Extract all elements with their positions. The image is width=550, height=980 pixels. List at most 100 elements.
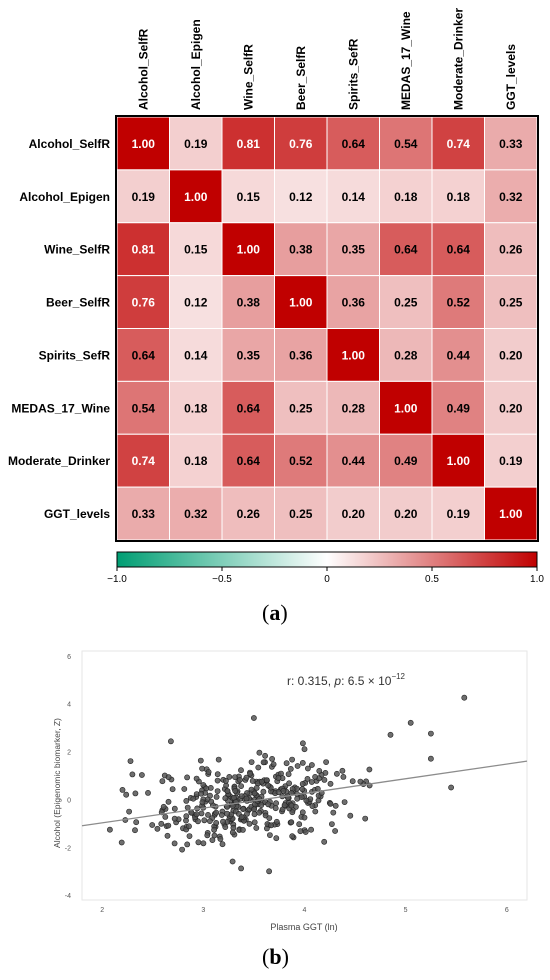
heatmap-value-label: 0.18 (394, 190, 418, 204)
scatter-point (251, 819, 258, 826)
scatter-point (145, 789, 151, 796)
scatter-point (154, 825, 161, 832)
scatter-point (205, 811, 211, 818)
scatter-point (162, 813, 169, 820)
colorbar-tick-label: 1.0 (530, 574, 544, 585)
heatmap-value-label: 1.00 (342, 348, 366, 362)
scatter-point (179, 846, 185, 853)
scatter-point (198, 810, 205, 817)
scatter-point (165, 798, 172, 805)
scatter-point (167, 738, 174, 745)
scatter-point (289, 809, 296, 816)
heatmap-value-label: 0.64 (394, 243, 418, 257)
scatter-point (217, 836, 224, 842)
scatter-point (246, 820, 253, 827)
scatter-point (193, 811, 200, 818)
heatmap-cell (274, 275, 328, 329)
scatter-point (197, 757, 204, 764)
scatter-point (448, 784, 454, 791)
scatter-point (201, 817, 208, 824)
heatmap-cell (484, 380, 538, 435)
scatter-point (198, 790, 204, 797)
scatter-point (332, 828, 338, 834)
heatmap-value-label: 0.52 (289, 454, 313, 468)
heatmap-value-label: 0.18 (184, 454, 208, 468)
x-tick-label: 2 (100, 907, 104, 914)
heatmap-value-label: 1.00 (499, 507, 523, 521)
scatter-point (213, 809, 220, 816)
heatmap-cell (431, 433, 485, 488)
heatmap-cell (484, 169, 538, 224)
heatmap-column-label: MEDAS_17_Wine (399, 11, 413, 110)
heatmap-column-label: Alcohol_Epigen (189, 19, 203, 110)
scatter-point (298, 794, 305, 800)
scatter-point (138, 772, 145, 778)
heatmap-cell (326, 275, 380, 329)
scatter-point (214, 777, 221, 784)
scatter-point (184, 774, 190, 781)
scatter-point (253, 825, 260, 831)
panel-b-letter: b (269, 944, 282, 969)
heatmap-column-label: Beer_SelfR (294, 46, 308, 110)
scatter-point (232, 787, 239, 794)
heatmap-cell (221, 275, 275, 329)
scatter-point (286, 780, 292, 787)
heatmap-column-labels: Alcohol_SelfR Alcohol_Epigen Wine_SelfR Bee… (136, 8, 518, 110)
heatmap-value-label: 0.26 (499, 243, 523, 257)
scatter-point (188, 809, 195, 816)
scatter-point (195, 839, 202, 846)
scatter-point (171, 840, 178, 847)
heatmap-value-label: 0.14 (342, 190, 366, 204)
heatmap-value-label: 0.64 (132, 348, 156, 362)
heatmap-cell (326, 222, 380, 277)
scatter-point (273, 835, 280, 842)
y-tick-label: -2 (65, 845, 71, 852)
heatmap-value-label: 0.35 (237, 348, 261, 362)
scatter-point (407, 719, 414, 726)
scatter-point (258, 802, 265, 808)
heatmap-column-label: Alcohol_SelfR (136, 28, 150, 110)
heatmap-value-label: 0.81 (237, 137, 261, 151)
heatmap-value-label: 0.19 (132, 190, 156, 204)
scatter-point (193, 775, 200, 782)
scatter-point (357, 778, 364, 785)
y-tick-label: 2 (67, 750, 71, 757)
regression-line (81, 760, 528, 827)
panel-b-close-paren: ) (281, 944, 289, 969)
scatter-point (171, 805, 178, 812)
scatter-point (209, 837, 216, 843)
scatter-point (255, 764, 262, 771)
heatmap-value-label: 0.54 (394, 137, 418, 151)
colorbar-tick-label: 0 (324, 574, 330, 585)
heatmap-cell (169, 222, 223, 277)
scatter-point (186, 833, 193, 839)
scatter-point (266, 868, 272, 875)
panel-b-open-paren: ( (262, 944, 270, 969)
scatter-point (238, 793, 245, 799)
colorbar-ticks: −1.0 −0.5 0 0.5 1.0 (107, 567, 544, 585)
x-tick-label: 3 (201, 907, 205, 914)
scatter-point (240, 806, 246, 812)
scatter-point (301, 746, 308, 753)
heatmap-cells: 1.00 0.19 0.81 0.76 0.64 0.54 0.74 0.33 0.19 1.00… (116, 116, 538, 541)
scatter-point (236, 776, 243, 783)
scatter-point (280, 787, 287, 794)
heatmap-cell (431, 275, 485, 329)
scatter-point (461, 694, 468, 701)
scatter-point (263, 777, 270, 783)
heatmap-value-label: 0.64 (447, 243, 471, 257)
scatter-point (200, 840, 207, 847)
heatmap-cell (379, 433, 433, 488)
scatter-point (149, 822, 156, 828)
scatter-point (333, 770, 340, 777)
scatter-point (327, 780, 334, 787)
heatmap-row-labels: Alcohol_SelfR Alcohol_Epigen Wine_SelfR Bee… (8, 137, 110, 521)
heatmap-value-label: 0.20 (394, 507, 418, 521)
heatmap-value-label: 1.00 (237, 243, 261, 257)
scatter-point (256, 749, 263, 756)
scatter-point (247, 770, 253, 777)
scatter-point (308, 762, 315, 768)
scatter-point (118, 839, 125, 846)
scatter-point (208, 798, 215, 805)
scatter-point (347, 812, 354, 819)
